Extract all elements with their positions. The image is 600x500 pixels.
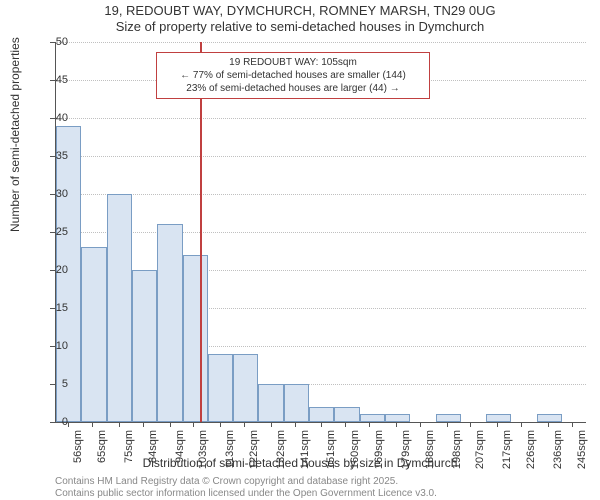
y-tick-label: 15: [28, 302, 68, 314]
annotation-line: 19 REDOUBT WAY: 105sqm: [163, 56, 423, 69]
x-tick-label: 65sqm: [96, 430, 108, 472]
histogram-bar: [334, 407, 359, 422]
annotation-box: 19 REDOUBT WAY: 105sqm← 77% of semi-deta…: [156, 52, 430, 99]
x-tick-label: 75sqm: [123, 430, 135, 472]
grid-line: [56, 232, 586, 233]
grid-line: [56, 42, 586, 43]
x-tick-label: 103sqm: [197, 430, 209, 472]
y-tick-label: 50: [28, 36, 68, 48]
y-tick-label: 35: [28, 150, 68, 162]
histogram-bar: [309, 407, 334, 422]
x-tick-mark: [143, 422, 144, 427]
histogram-bar: [436, 414, 461, 422]
histogram-bar: [208, 354, 233, 422]
x-tick-mark: [548, 422, 549, 427]
x-tick-label: 236sqm: [552, 430, 564, 472]
y-tick-label: 45: [28, 74, 68, 86]
x-tick-mark: [396, 422, 397, 427]
x-tick-label: 207sqm: [474, 430, 486, 472]
y-tick-label: 0: [28, 416, 68, 428]
histogram-bar: [157, 224, 182, 422]
x-tick-mark: [92, 422, 93, 427]
histogram-bar: [284, 384, 309, 422]
x-tick-label: 160sqm: [349, 430, 361, 472]
histogram-bar: [258, 384, 283, 422]
x-tick-label: 141sqm: [299, 430, 311, 472]
x-tick-label: 113sqm: [224, 430, 236, 472]
x-tick-mark: [68, 422, 69, 427]
x-tick-mark: [321, 422, 322, 427]
y-tick-mark: [50, 118, 55, 119]
x-tick-mark: [345, 422, 346, 427]
x-tick-label: 179sqm: [400, 430, 412, 472]
x-tick-mark: [170, 422, 171, 427]
x-tick-label: 169sqm: [373, 430, 385, 472]
x-tick-label: 198sqm: [451, 430, 463, 472]
x-tick-mark: [420, 422, 421, 427]
y-tick-mark: [50, 270, 55, 271]
footer-licence: Contains public sector information licen…: [55, 488, 437, 499]
x-tick-mark: [119, 422, 120, 427]
x-tick-mark: [244, 422, 245, 427]
x-tick-label: 151sqm: [325, 430, 337, 472]
y-tick-label: 5: [28, 378, 68, 390]
histogram-bar: [360, 414, 385, 422]
x-tick-label: 245sqm: [576, 430, 588, 472]
histogram-bar: [233, 354, 258, 422]
y-tick-mark: [50, 194, 55, 195]
footer-copyright: Contains HM Land Registry data © Crown c…: [55, 476, 398, 487]
x-tick-label: 94sqm: [174, 430, 186, 472]
x-tick-label: 122sqm: [248, 430, 260, 472]
x-tick-label: 226sqm: [525, 430, 537, 472]
x-tick-mark: [193, 422, 194, 427]
histogram-bar: [385, 414, 410, 422]
x-tick-mark: [220, 422, 221, 427]
reference-line: [200, 42, 202, 422]
x-tick-mark: [497, 422, 498, 427]
y-tick-label: 20: [28, 264, 68, 276]
chart-container: 19, REDOUBT WAY, DYMCHURCH, ROMNEY MARSH…: [0, 0, 600, 500]
y-tick-label: 30: [28, 188, 68, 200]
x-tick-mark: [271, 422, 272, 427]
histogram-bar: [107, 194, 132, 422]
grid-line: [56, 194, 586, 195]
histogram-bar: [486, 414, 511, 422]
chart-title: 19, REDOUBT WAY, DYMCHURCH, ROMNEY MARSH…: [0, 3, 600, 18]
y-tick-label: 10: [28, 340, 68, 352]
x-tick-label: 84sqm: [147, 430, 159, 472]
histogram-bar: [537, 414, 562, 422]
histogram-bar: [132, 270, 157, 422]
y-tick-mark: [50, 232, 55, 233]
y-tick-label: 40: [28, 112, 68, 124]
y-axis-label: Number of semi-detached properties: [8, 37, 22, 232]
grid-line: [56, 118, 586, 119]
y-tick-mark: [50, 422, 55, 423]
histogram-bar: [81, 247, 106, 422]
x-tick-label: 132sqm: [275, 430, 287, 472]
y-tick-mark: [50, 156, 55, 157]
x-tick-mark: [369, 422, 370, 427]
x-tick-label: 217sqm: [501, 430, 513, 472]
x-tick-mark: [295, 422, 296, 427]
y-tick-mark: [50, 308, 55, 309]
x-tick-mark: [521, 422, 522, 427]
chart-subtitle: Size of property relative to semi-detach…: [0, 19, 600, 34]
y-tick-mark: [50, 42, 55, 43]
x-tick-label: 188sqm: [424, 430, 436, 472]
y-tick-mark: [50, 384, 55, 385]
annotation-line: ← 77% of semi-detached houses are smalle…: [163, 69, 423, 82]
y-tick-mark: [50, 346, 55, 347]
x-tick-mark: [447, 422, 448, 427]
x-tick-mark: [572, 422, 573, 427]
y-tick-label: 25: [28, 226, 68, 238]
histogram-bar: [183, 255, 208, 422]
annotation-line: 23% of semi-detached houses are larger (…: [163, 82, 423, 95]
grid-line: [56, 156, 586, 157]
plot-area: 19 REDOUBT WAY: 105sqm← 77% of semi-deta…: [55, 42, 586, 423]
y-tick-mark: [50, 80, 55, 81]
x-tick-mark: [470, 422, 471, 427]
x-tick-label: 56sqm: [72, 430, 84, 472]
